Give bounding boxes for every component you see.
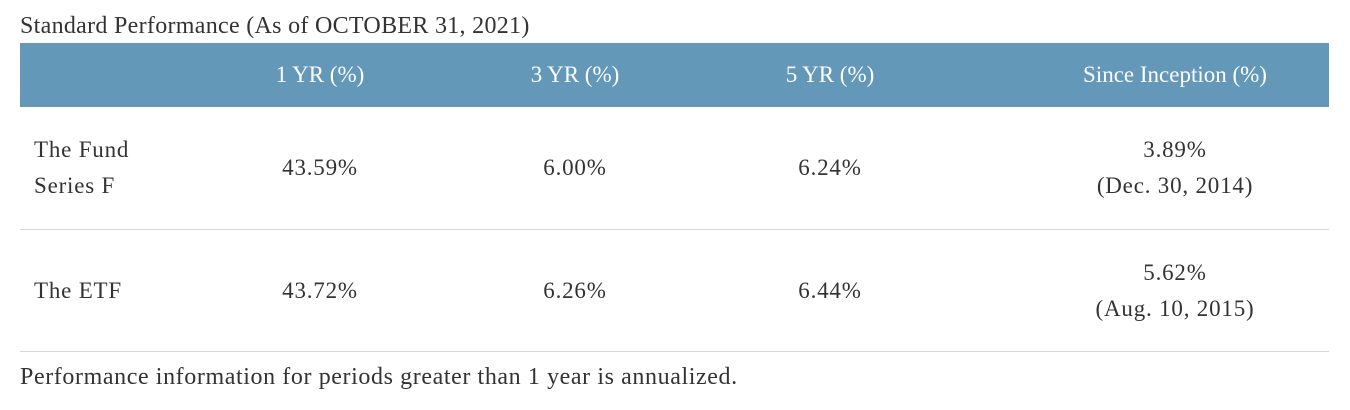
table-row: The Fund Series F 43.59% 6.00% 6.24% 3.8… xyxy=(20,107,1329,230)
since-inception-cell: 5.62% (Aug. 10, 2015) xyxy=(1060,230,1290,351)
since-inception-value: 5.62% xyxy=(1143,259,1207,285)
one-yr-value: 43.72% xyxy=(282,277,358,303)
three-yr-value: 6.00% xyxy=(543,155,607,180)
footnote: Performance information for periods grea… xyxy=(20,364,738,390)
since-inception-value: 3.89% xyxy=(1143,137,1207,162)
header-5-yr: 5 YR (%) xyxy=(785,62,875,87)
header-1-yr: 1 YR (%) xyxy=(275,62,365,87)
table-header-row: 1 YR (%) 3 YR (%) 5 YR (%) Since Incepti… xyxy=(20,43,1329,107)
inception-date: (Dec. 30, 2014) xyxy=(1096,173,1254,198)
table-row: The ETF 43.72% 6.26% 6.44% 5.62% (Aug. 1… xyxy=(20,230,1329,352)
row-label: The Fund Series F xyxy=(34,107,234,229)
header-blank xyxy=(34,43,234,107)
fund-name: The ETF xyxy=(34,277,122,303)
table-title: Standard Performance (As of OCTOBER 31, … xyxy=(20,13,530,39)
five-yr-value: 6.24% xyxy=(798,155,862,180)
inception-date: (Aug. 10, 2015) xyxy=(1095,295,1255,321)
five-yr-value: 6.44% xyxy=(798,277,862,303)
fund-name: The Fund Series F xyxy=(34,137,130,198)
three-yr-value: 6.26% xyxy=(543,277,607,303)
one-yr-value: 43.59% xyxy=(282,155,358,180)
header-since-inception: Since Inception (%) xyxy=(1083,62,1267,87)
row-label: The ETF xyxy=(34,230,234,351)
header-3-yr: 3 YR (%) xyxy=(530,62,620,87)
performance-table: 1 YR (%) 3 YR (%) 5 YR (%) Since Incepti… xyxy=(20,43,1329,352)
since-inception-cell: 3.89% (Dec. 30, 2014) xyxy=(1060,107,1290,229)
